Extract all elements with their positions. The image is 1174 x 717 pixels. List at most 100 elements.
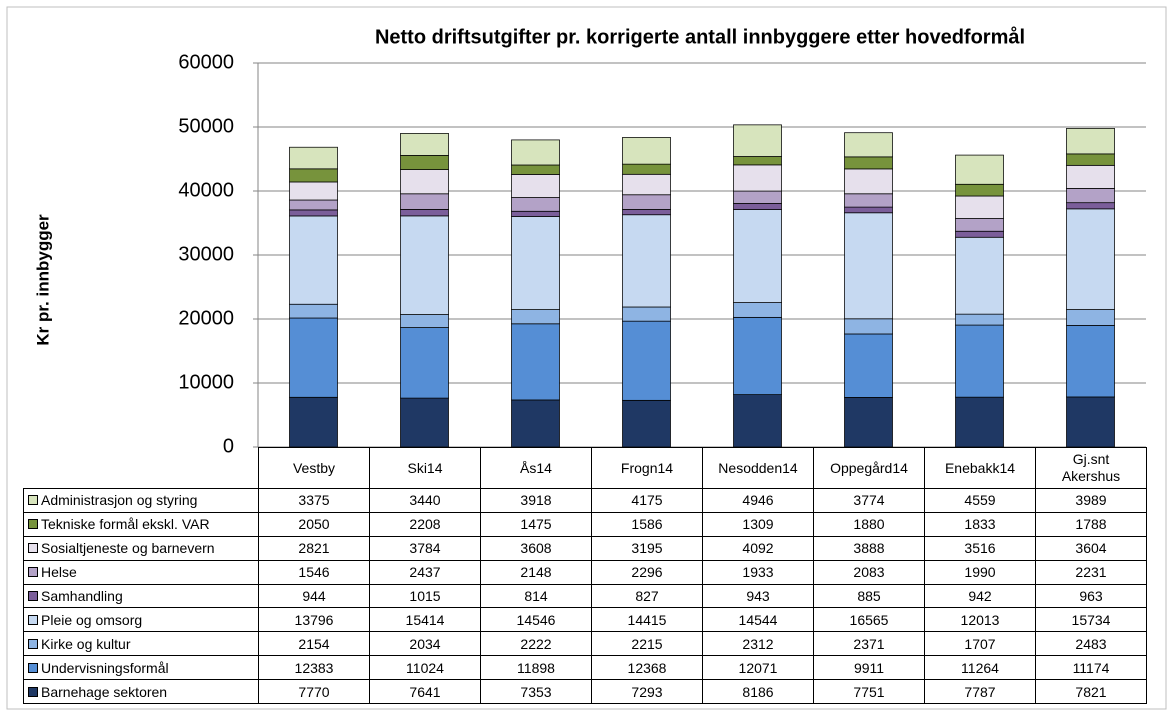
bar-segment (955, 324, 1004, 398)
table-value: 7293 (591, 679, 703, 704)
table-value: 1990 (924, 559, 1036, 585)
table-value: 14544 (702, 607, 814, 633)
table-value-text: 3784 (409, 540, 441, 557)
table-value-text: 1015 (409, 587, 441, 604)
table-value-text: 3918 (520, 492, 552, 509)
bar-segment (400, 133, 449, 156)
table-value-text: 12383 (294, 659, 334, 676)
table-value: 7770 (258, 679, 370, 704)
bar-segment (289, 209, 338, 217)
table-value: 12368 (591, 655, 703, 681)
bar-segment (844, 212, 893, 320)
bar-segment (1066, 309, 1115, 326)
table-value-text: 1990 (964, 564, 996, 581)
bar-segment (400, 169, 449, 195)
bar-segment (1066, 208, 1115, 310)
table-value: 2154 (258, 631, 370, 657)
table-value-text: 14546 (516, 611, 556, 628)
bar-segment (955, 396, 1004, 448)
table-value: 2437 (369, 559, 481, 585)
table-value-text: 2821 (298, 540, 330, 557)
table-value: 963 (1035, 583, 1147, 609)
y-tick-label: 30000 (178, 243, 234, 265)
bar-segment (955, 218, 1004, 232)
table-value-text: 4092 (742, 540, 774, 557)
table-header-cell-text: Vestby (292, 459, 336, 476)
bar-segment (1066, 188, 1115, 204)
table-value: 2821 (258, 535, 370, 561)
table-value: 3989 (1035, 488, 1147, 513)
table-value-text: 2483 (1075, 635, 1107, 652)
bar-segment (622, 306, 671, 322)
table-value-text: 12071 (738, 659, 778, 676)
table-header-cell-text: Enebakk14 (944, 459, 1016, 476)
table-value: 2050 (258, 511, 370, 537)
table-value-text: 7353 (520, 683, 552, 700)
table-value: 944 (258, 583, 370, 609)
bar-segment (733, 302, 782, 318)
table-value: 12013 (924, 607, 1036, 633)
table-header-cell: Enebakk14 (924, 447, 1036, 489)
bar-segment (511, 216, 560, 310)
bar-segment (400, 155, 449, 170)
table-value: 1933 (702, 559, 814, 585)
table-value: 4559 (924, 488, 1036, 513)
table-value: 16565 (813, 607, 925, 633)
table-value-text: 12368 (627, 659, 667, 676)
table-value: 11898 (480, 655, 592, 681)
table-value-text: 7293 (631, 683, 663, 700)
bar-segment (733, 203, 782, 210)
table-header-cell-text: Oppegård14 (830, 459, 908, 476)
legend-row-label: Undervisningsformål (23, 655, 259, 681)
bar-segment (844, 193, 893, 208)
table-value-text: 14544 (738, 611, 778, 628)
table-value-text: 7787 (964, 683, 996, 700)
bar-segment (733, 316, 782, 395)
bar-segment (1066, 396, 1115, 448)
bar-segment (955, 195, 1004, 219)
bar-segment (844, 132, 893, 158)
table-value: 2148 (480, 559, 592, 585)
bar-segment (289, 146, 338, 170)
table-value: 1475 (480, 511, 592, 537)
chart-title: Netto driftsutgifter pr. korrigerte anta… (375, 25, 1025, 48)
bar-segment (733, 164, 782, 192)
table-value: 9911 (813, 655, 925, 681)
table-value: 4175 (591, 488, 703, 513)
table-value: 2222 (480, 631, 592, 657)
table-value-text: 3888 (853, 540, 885, 557)
table-value: 7787 (924, 679, 1036, 704)
bar-segment (622, 194, 671, 210)
bar-segment (844, 156, 893, 170)
y-tick-label: 40000 (178, 179, 234, 201)
table-value-text: 3774 (853, 492, 885, 509)
table-value: 2312 (702, 631, 814, 657)
table-value-text: 814 (524, 587, 548, 604)
table-value-text: 3375 (298, 492, 330, 509)
table-value: 11174 (1035, 655, 1147, 681)
bar-segment (511, 164, 560, 175)
table-value-text: 4946 (742, 492, 774, 509)
table-value: 8186 (702, 679, 814, 704)
legend-row-label: Sosialtjeneste og barnevern (23, 535, 259, 561)
table-header-cell: Ski14 (369, 447, 481, 489)
table-value: 2371 (813, 631, 925, 657)
bar-segment (400, 314, 449, 328)
table-value-text: 4175 (631, 492, 663, 509)
bar-segment (289, 396, 338, 448)
table-value: 7821 (1035, 679, 1147, 704)
table-value-text: 1880 (853, 516, 885, 533)
table-value: 2231 (1035, 559, 1147, 585)
table-header-cell-text: Ås14 (520, 459, 552, 476)
table-value-text: 2083 (853, 564, 885, 581)
table-value: 7641 (369, 679, 481, 704)
bar-segment (844, 318, 893, 335)
bar-segment (400, 215, 449, 315)
bar-segment (511, 210, 560, 217)
bar-segment (511, 139, 560, 166)
y-tick-label: 0 (223, 435, 234, 457)
y-tick-label: 20000 (178, 307, 234, 329)
table-value-text: 2231 (1075, 564, 1107, 581)
bar-segment (289, 215, 338, 305)
table-header-cell-text: Ski14 (407, 459, 443, 476)
